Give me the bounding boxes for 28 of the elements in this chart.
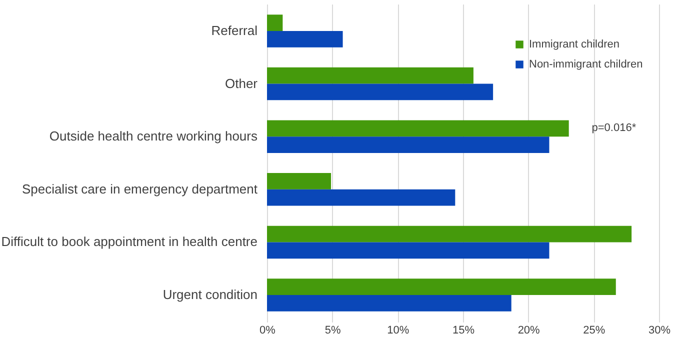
bar: [267, 14, 283, 31]
x-tick-label: 10%: [387, 324, 410, 336]
y-tick-label: Other: [224, 76, 258, 91]
y-tick-label: Specialist care in emergency department: [22, 181, 258, 196]
y-tick-label: Referral: [211, 22, 258, 38]
bar: [267, 189, 456, 206]
bar: [267, 226, 632, 242]
bar: [267, 136, 550, 153]
bar: [267, 120, 569, 137]
x-tick-label: 0%: [260, 324, 276, 336]
x-tick-label: 25%: [583, 324, 606, 336]
x-tick-label: 15%: [452, 324, 475, 336]
y-tick-label: Urgent condition: [162, 287, 258, 302]
legend-label: Non-immigrant children: [529, 58, 643, 70]
bar: [267, 67, 474, 84]
x-tick-label: 20%: [518, 324, 540, 336]
bar: [267, 30, 343, 48]
y-tick-label: Difficult to book appointment in health centre: [1, 234, 258, 250]
bar: [267, 278, 616, 296]
annotation: p=0.016*: [592, 122, 637, 134]
bar: [267, 295, 512, 312]
y-tick-label: Outside health centre working hours: [49, 128, 258, 144]
bar: [267, 84, 494, 100]
x-tick-label: 5%: [324, 324, 341, 336]
bar: [267, 242, 550, 259]
legend-label: Immigrant children: [529, 38, 620, 50]
bar: [267, 173, 332, 190]
x-tick-label: 30%: [648, 324, 671, 336]
